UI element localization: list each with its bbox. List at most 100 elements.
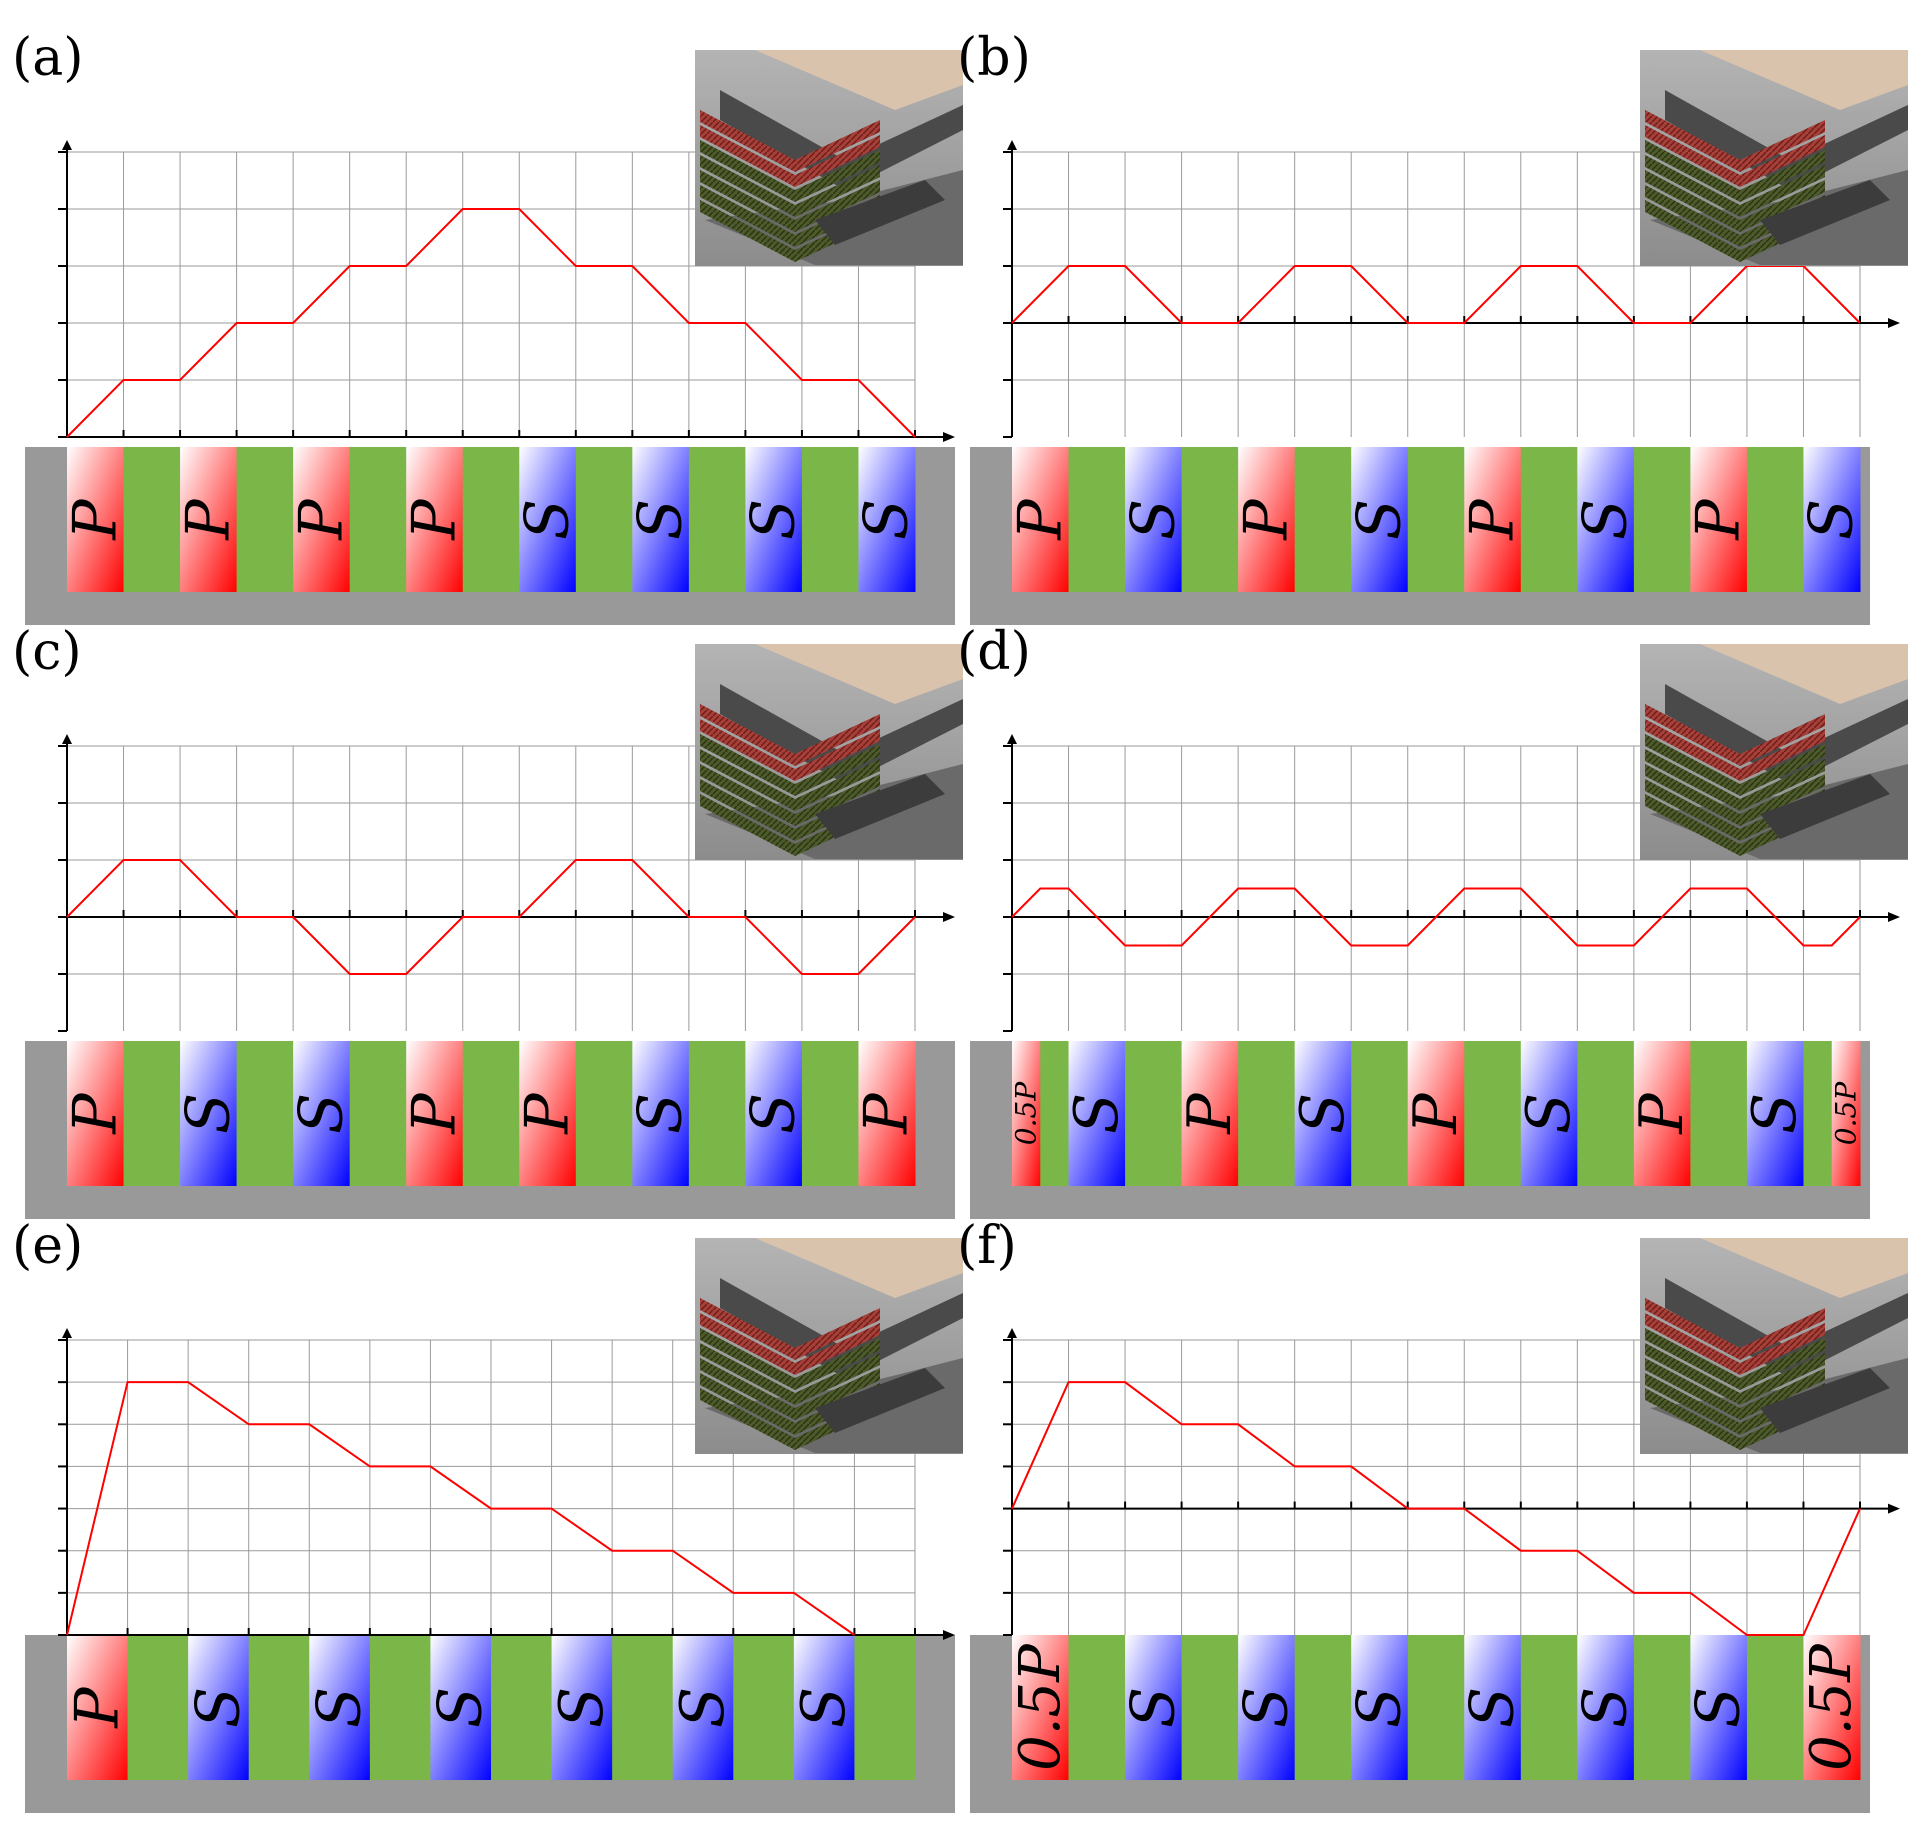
core-segment [1464, 1041, 1522, 1186]
panel-c: (c) P S S P P S S P [12, 622, 963, 1219]
secondary-winding [672, 1635, 734, 1780]
primary-winding [406, 1041, 464, 1186]
winding-label: P [513, 1092, 583, 1135]
winding-label: S [1571, 1687, 1641, 1728]
core-segment [1181, 447, 1239, 592]
secondary-winding [1238, 1635, 1296, 1780]
winding-label: P [399, 498, 469, 541]
winding-label: P [1458, 498, 1528, 541]
render-winding-layer [1645, 110, 1825, 172]
render-bottom-core [1760, 1368, 1890, 1433]
winding-label: P [173, 498, 243, 541]
core-segment [1238, 1041, 1296, 1186]
primary-winding [1831, 1041, 1861, 1186]
winding-label: S [173, 1093, 243, 1134]
core-segment [1520, 447, 1578, 592]
core-segment [1407, 447, 1465, 592]
secondary-winding [188, 1635, 250, 1780]
render-bottom-core [815, 1368, 945, 1433]
panel-d: (d) 0.5P S P S P S P S 0.5P [957, 622, 1908, 1219]
secondary-winding [745, 1041, 803, 1186]
render-winding-layer [700, 1343, 880, 1405]
panel-b: (b) P S P S P S P S [957, 28, 1908, 625]
mmf-series-line [1011, 887, 1861, 947]
winding-label: P [60, 1092, 130, 1135]
panel-e: (e) P S S S S S S [12, 1216, 963, 1813]
core-segment [575, 447, 633, 592]
render-hand [755, 644, 963, 704]
primary-winding [1238, 447, 1296, 592]
winding-label: P [60, 498, 130, 541]
winding-label: S [1118, 1687, 1188, 1728]
render-winding-layer [1645, 749, 1825, 811]
core-segment [123, 447, 181, 592]
winding-label: S [305, 1687, 375, 1728]
core-segment [236, 1041, 294, 1186]
primary-winding [1181, 1041, 1239, 1186]
core-segment [1803, 1041, 1833, 1186]
secondary-winding [1351, 1635, 1409, 1780]
core-segment [1746, 1635, 1804, 1780]
winding-label: S [1684, 1687, 1754, 1728]
render-bottom-core [1760, 180, 1890, 245]
transformer-render-image [1640, 1238, 1908, 1454]
render-winding-layer [1645, 1313, 1825, 1375]
winding-label: P [1401, 1092, 1471, 1135]
primary-winding [1012, 447, 1070, 592]
winding-label: P [286, 498, 356, 541]
core-segment [1520, 1635, 1578, 1780]
secondary-winding [1294, 1041, 1352, 1186]
secondary-winding [1577, 1635, 1635, 1780]
render-winding-layer [1645, 719, 1825, 781]
render-winding-layer [1645, 170, 1825, 232]
render-hand [1700, 1238, 1908, 1298]
core-segment [1633, 1635, 1691, 1780]
primary-winding [519, 1041, 577, 1186]
core-segment [349, 447, 407, 592]
core-segment [1633, 447, 1691, 592]
winding-label: P [399, 1092, 469, 1135]
mmf-series-line [66, 859, 916, 975]
winding-label: 0.5P [1008, 1643, 1073, 1771]
primary-winding [293, 447, 351, 592]
panel-a: (a)P P P P S S S S [12, 28, 963, 625]
y-axis-arrow [62, 734, 72, 744]
render-hand [1700, 644, 1908, 704]
panel-label: (d) [957, 622, 1031, 682]
winding-label: S [1740, 1093, 1810, 1134]
secondary-winding [1803, 447, 1861, 592]
panel-f: (f) 0.5P S S S S S S 0.5P [957, 1216, 1908, 1813]
render-bottom-core [1760, 774, 1890, 839]
render-winding-layer [700, 155, 880, 217]
render-winding-layer [700, 110, 880, 172]
render-winding-layer [700, 170, 880, 232]
render-winding-layer [1645, 155, 1825, 217]
winding-label: S [1514, 1093, 1584, 1134]
core-segment [854, 1635, 916, 1780]
winding-label: 0.5P [1799, 1643, 1864, 1771]
render-winding-layer [1645, 704, 1825, 766]
secondary-winding [1520, 1041, 1578, 1186]
winding-label: S [1288, 1093, 1358, 1134]
core-segment [1125, 1041, 1183, 1186]
transformer-render-image [695, 50, 963, 266]
render-winding-layer [700, 764, 880, 826]
primary-winding [406, 447, 464, 592]
secondary-winding [858, 447, 916, 592]
primary-winding [858, 1041, 916, 1186]
core-segment [1181, 1635, 1239, 1780]
core-segment [1746, 447, 1804, 592]
panel-label: (a) [12, 28, 84, 88]
render-winding-layer [1645, 734, 1825, 796]
primary-winding [1690, 447, 1748, 592]
winding-label: S [1571, 499, 1641, 540]
core-segment [369, 1635, 431, 1780]
secondary-winding [309, 1635, 371, 1780]
render-winding-layer [700, 1298, 880, 1360]
winding-label: S [547, 1687, 617, 1728]
x-axis-arrow [943, 1630, 955, 1640]
mmf-series-line [1011, 1381, 1861, 1636]
core-segment [1351, 1041, 1409, 1186]
secondary-winding [1464, 1635, 1522, 1780]
